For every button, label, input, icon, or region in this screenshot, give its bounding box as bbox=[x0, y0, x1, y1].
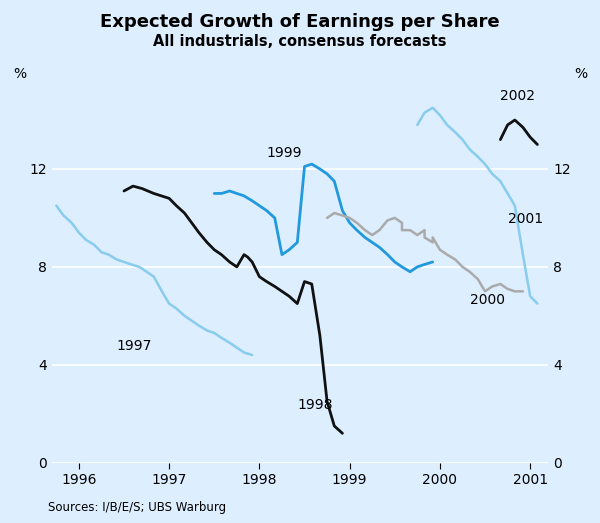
Text: %: % bbox=[574, 67, 587, 82]
Text: 1998: 1998 bbox=[297, 398, 333, 412]
Text: Expected Growth of Earnings per Share: Expected Growth of Earnings per Share bbox=[100, 13, 500, 31]
Text: 2002: 2002 bbox=[500, 89, 535, 104]
Text: 2001: 2001 bbox=[508, 212, 543, 226]
Text: All industrials, consensus forecasts: All industrials, consensus forecasts bbox=[153, 34, 447, 49]
Text: 2000: 2000 bbox=[470, 292, 505, 306]
Text: Sources: I/B/E/S; UBS Warburg: Sources: I/B/E/S; UBS Warburg bbox=[48, 501, 226, 514]
Text: 1999: 1999 bbox=[266, 146, 302, 160]
Text: 1997: 1997 bbox=[117, 339, 152, 353]
Text: %: % bbox=[13, 67, 26, 82]
